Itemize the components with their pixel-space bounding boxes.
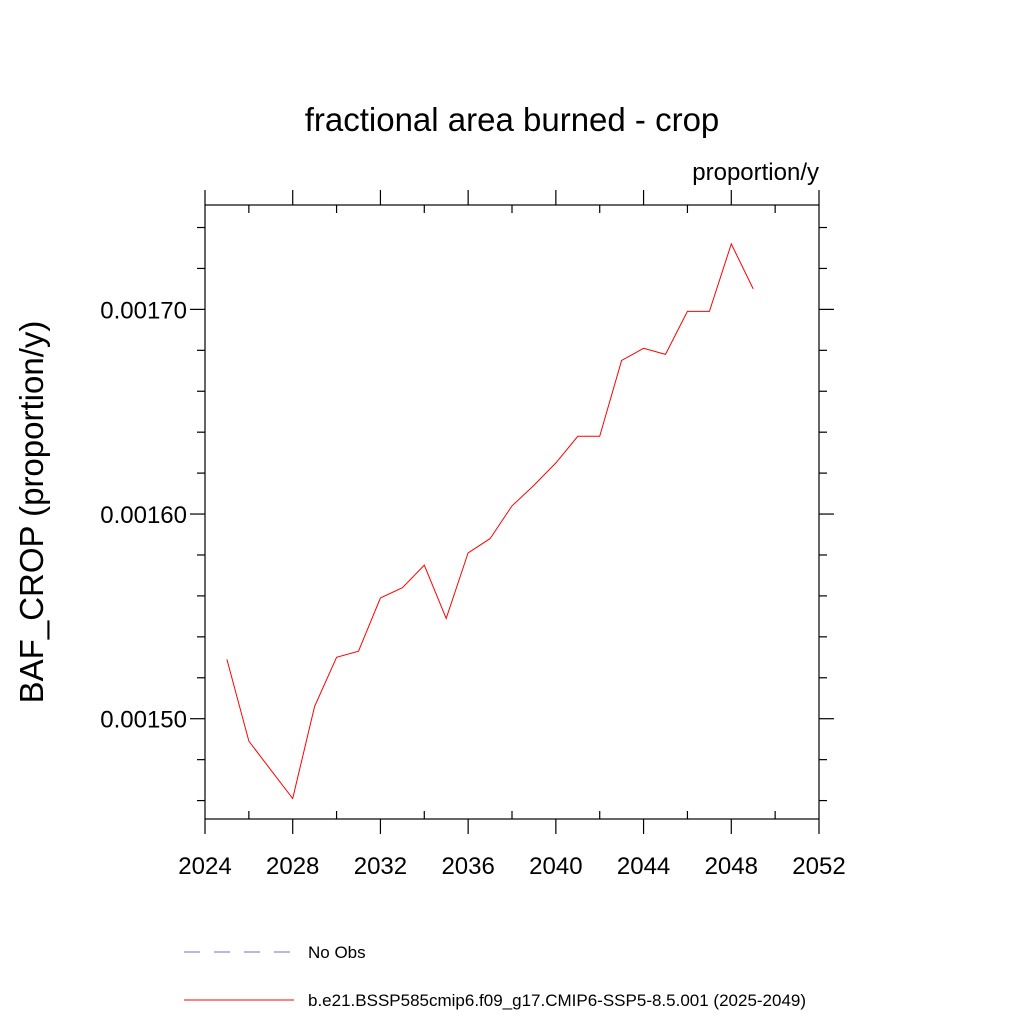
y-tick-labels: 0.00150 0.00160 0.00170 — [100, 297, 187, 733]
legend-label-1: b.e21.BSSP585cmip6.f09_g17.CMIP6-SSP5-8.… — [308, 991, 806, 1010]
x-tick-label: 2036 — [441, 853, 494, 880]
x-tick-label: 2028 — [266, 853, 319, 880]
x-tick-label: 2040 — [529, 853, 582, 880]
legend-label-0: No Obs — [308, 943, 366, 962]
plot-frame — [204, 204, 820, 820]
legend: No Obs b.e21.BSSP585cmip6.f09_g17.CMIP6-S… — [184, 943, 806, 1010]
x-tick-label: 2024 — [178, 853, 231, 880]
x-tick-labels: 2024 2028 2032 2036 2040 2044 2048 2052 — [178, 853, 845, 880]
series-lines — [226, 242, 754, 800]
x-tick-label: 2048 — [705, 853, 758, 880]
y-tick-label: 0.00170 — [100, 297, 187, 324]
series-line-1 — [226, 242, 754, 800]
x-tick-label: 2032 — [354, 853, 407, 880]
x-tick-label: 2044 — [617, 853, 670, 880]
chart-title: fractional area burned - crop — [305, 101, 720, 138]
units-label: proportion/y — [692, 159, 819, 186]
y-tick-label: 0.00150 — [100, 707, 187, 734]
axis-ticks — [190, 190, 834, 834]
y-tick-label: 0.00160 — [100, 502, 187, 529]
y-axis-label: BAF_CROP (proportion/y) — [13, 321, 50, 704]
x-tick-label: 2052 — [792, 853, 845, 880]
